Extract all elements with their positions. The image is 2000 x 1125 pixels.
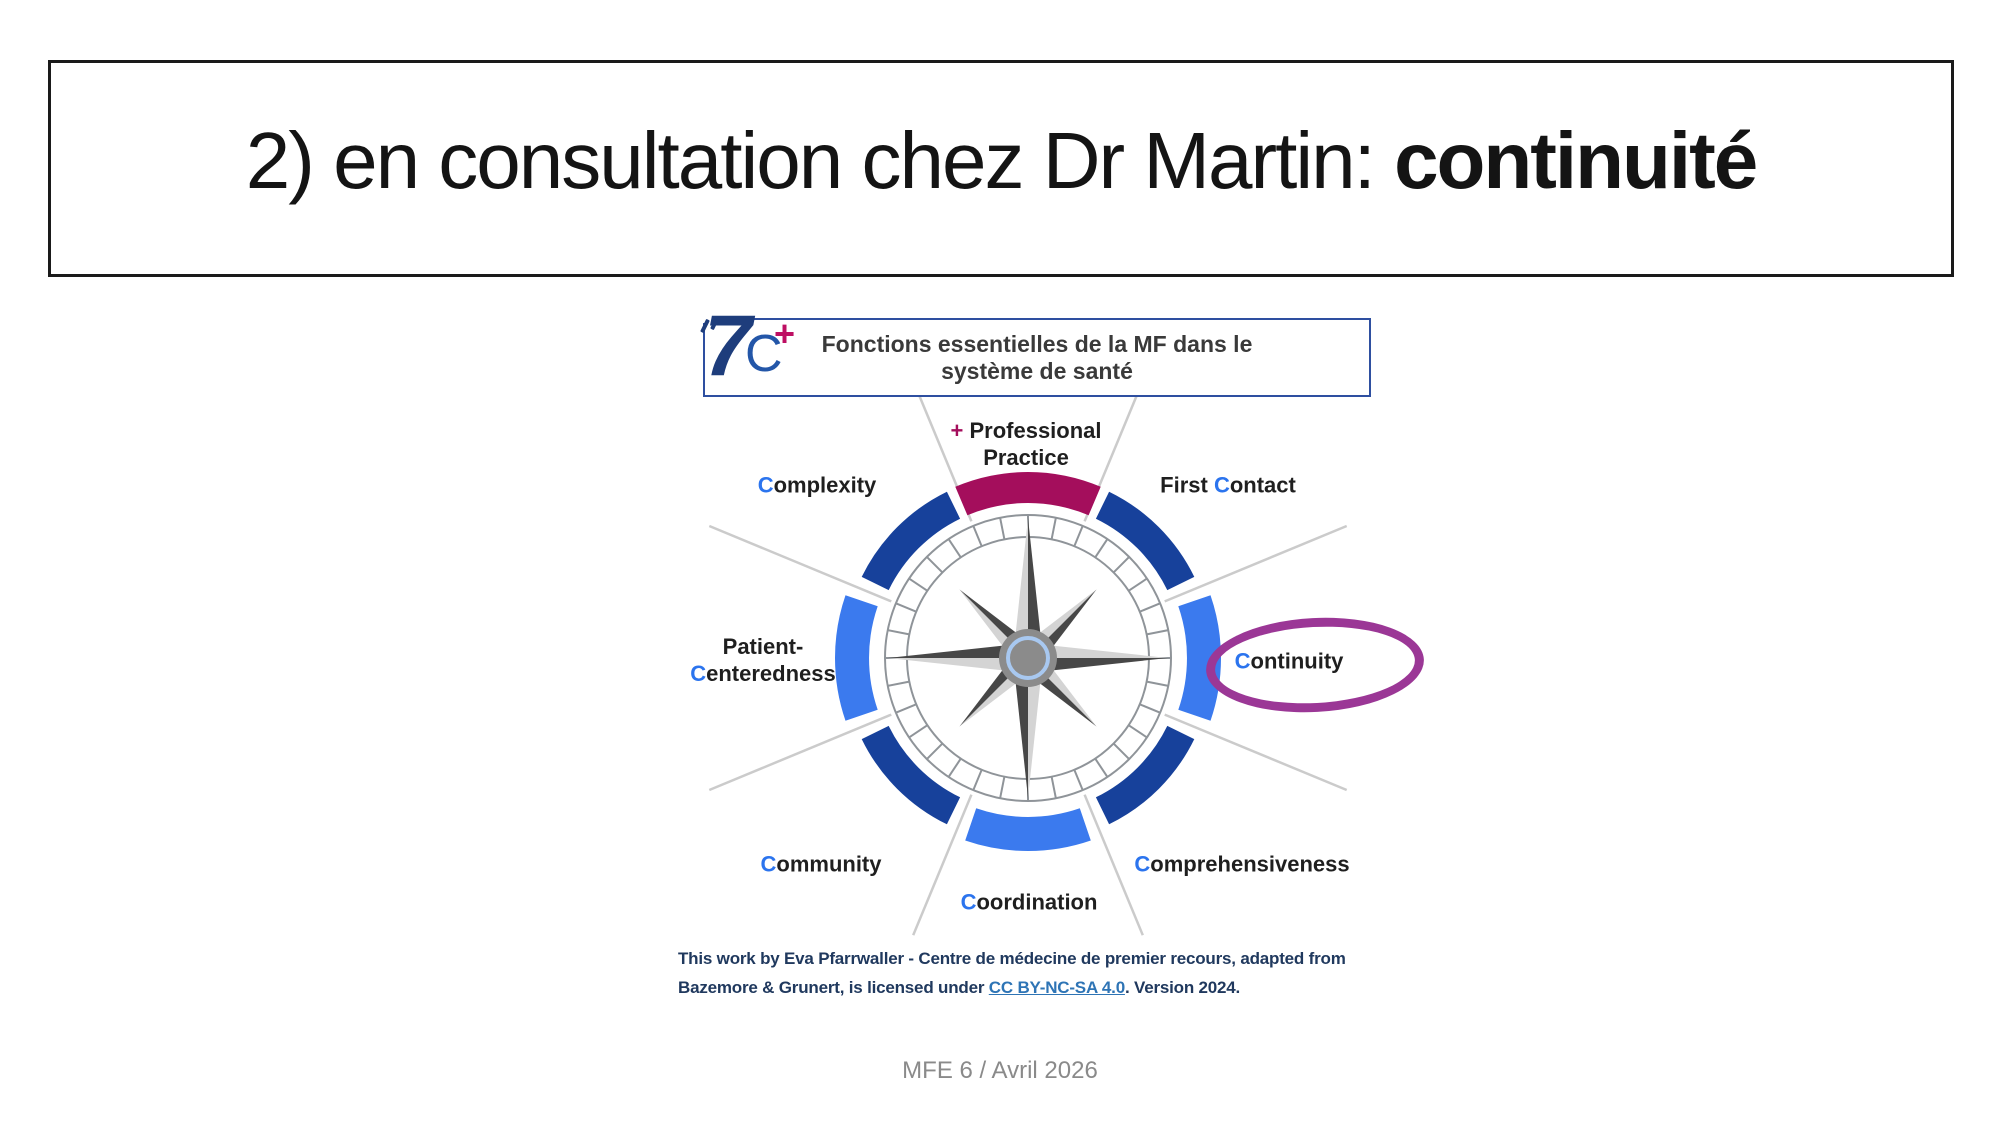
- dial-tick: [1146, 680, 1169, 687]
- dial-tick: [1073, 769, 1084, 791]
- attribution: This work by Eva Pfarrwaller - Centre de…: [678, 944, 1346, 1002]
- dial-tick: [999, 517, 1006, 540]
- logo-letter-c: C: [745, 325, 783, 383]
- logo-seven: 7: [704, 298, 752, 394]
- logo-7c-plus: 7 C +: [698, 298, 802, 394]
- dial-tick: [947, 538, 962, 558]
- dial-tick: [926, 742, 944, 760]
- header-border-notch: [700, 314, 726, 323]
- spoke-line: [1083, 794, 1144, 936]
- dial-tick: [1128, 724, 1148, 739]
- label-patient-centeredness: Patient- Centeredness: [690, 634, 836, 686]
- rose-point-light: [1013, 518, 1028, 658]
- label-professional-practice: + Professional Practice: [950, 418, 1102, 470]
- hub-ring: [1006, 636, 1050, 680]
- license-link[interactable]: CC BY-NC-SA 4.0: [988, 978, 1125, 997]
- slide-title-box: 2) en consultation chez Dr Martin: conti…: [48, 60, 1954, 277]
- dial-tick: [887, 680, 910, 687]
- dial-tick: [1094, 538, 1109, 558]
- logo-plus-icon: +: [774, 313, 796, 354]
- dial-tick: [1094, 758, 1109, 778]
- figure-title-line2: système de santé: [941, 357, 1133, 384]
- figure-title-line1: Fonctions essentielles de la MF dans le: [821, 330, 1253, 357]
- dial-tick: [1112, 742, 1130, 760]
- spoke-line: [708, 524, 892, 603]
- spoke-line: [1164, 713, 1348, 792]
- dial-tick: [1050, 517, 1057, 540]
- label-comprehensiveness: Comprehensiveness: [1134, 851, 1350, 877]
- dial-tick: [972, 769, 983, 791]
- dial-tick: [1050, 776, 1057, 799]
- ring-segment-patient-centeredness: [834, 595, 878, 721]
- ring-segment-community: [861, 725, 961, 825]
- dial-tick: [887, 629, 910, 636]
- spoke-line: [708, 713, 892, 792]
- dial-tick: [1112, 556, 1130, 574]
- dial-tick: [926, 556, 944, 574]
- ring-segment-continuity: [1178, 595, 1222, 721]
- dial-tick: [908, 577, 928, 592]
- dial-tick: [1139, 703, 1161, 714]
- attribution-line2: Bazemore & Grunert, is licensed under CC…: [678, 978, 1241, 997]
- label-continuity: Continuity: [1234, 648, 1344, 674]
- dial-tick: [999, 776, 1006, 799]
- figure-header-box: Fonctions essentielles de la MF dans le …: [703, 318, 1371, 397]
- ring-segment-coordination: [965, 808, 1091, 852]
- ring-segment-comprehensiveness: [1095, 725, 1195, 825]
- ring-segment-complexity: [861, 491, 961, 591]
- attribution-line1: This work by Eva Pfarrwaller - Centre de…: [678, 949, 1346, 968]
- dial-tick: [1128, 577, 1148, 592]
- compass-diagram: [708, 385, 1348, 936]
- dial-tick: [895, 703, 917, 714]
- ring-segment-first-contact: [1095, 491, 1195, 591]
- label-first-contact: First Contact: [1160, 472, 1296, 498]
- dial-tick: [1073, 525, 1084, 547]
- label-coordination: Coordination: [960, 889, 1098, 915]
- rose-point-light: [1028, 658, 1043, 798]
- spoke-line: [1164, 524, 1348, 603]
- plus-mark: +: [950, 418, 964, 443]
- figure-title: Fonctions essentielles de la MF dans le …: [822, 331, 1253, 385]
- dial-tick: [947, 758, 962, 778]
- rose-point-dark: [888, 643, 1028, 658]
- rose-point-dark: [1013, 658, 1028, 798]
- slide-title-regular: 2) en consultation chez Dr Martin:: [245, 115, 1395, 205]
- slide-footer: MFE 6 / Avril 2026: [902, 1057, 1098, 1084]
- ring-segment-professional-practice: [955, 472, 1101, 516]
- dial-tick: [895, 602, 917, 613]
- dial-tick: [972, 525, 983, 547]
- dial-tick: [908, 724, 928, 739]
- rose-point-dark: [1028, 518, 1043, 658]
- label-community: Community: [760, 851, 882, 877]
- label-complexity: Complexity: [757, 472, 877, 498]
- dial-tick: [1146, 629, 1169, 636]
- slide-title: 2) en consultation chez Dr Martin: conti…: [245, 115, 1759, 207]
- rose-point-light: [1028, 643, 1168, 658]
- rose-point-dark: [1028, 658, 1168, 673]
- slide-title-bold: continuité: [1394, 115, 1758, 205]
- rose-point-light: [888, 658, 1028, 673]
- dial-tick: [1139, 602, 1161, 613]
- spoke-line: [912, 794, 973, 936]
